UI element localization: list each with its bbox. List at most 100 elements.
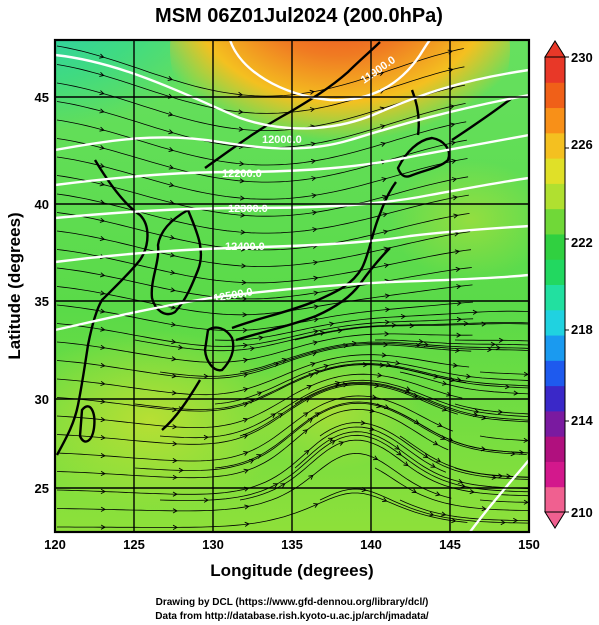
streamline <box>56 175 469 217</box>
streamline <box>159 434 529 501</box>
streamline-arrow <box>330 440 336 445</box>
streamline-arrow <box>249 346 256 352</box>
streamline-arrow <box>99 144 105 150</box>
streamline-arrow <box>380 141 387 147</box>
streamline-arrow <box>384 331 390 337</box>
streamline-arrow <box>241 279 247 286</box>
streamline-arrow <box>168 182 175 188</box>
streamline <box>399 499 529 522</box>
streamline-arrow <box>351 340 358 346</box>
streamline-arrow <box>172 491 178 497</box>
contour-12300 <box>55 176 529 220</box>
streamline <box>56 284 473 316</box>
streamline-arrow <box>258 335 264 341</box>
streamline-arrow <box>171 373 177 379</box>
streamline-arrow <box>280 483 286 488</box>
streamline-arrow <box>303 412 309 418</box>
streamline-arrow <box>272 483 279 488</box>
streamline-arrow <box>394 444 400 450</box>
hokkaido-coast <box>396 136 451 178</box>
taiwan-coast <box>78 405 96 443</box>
credit-data: Data from http://database.rish.kyoto-u.a… <box>155 611 429 622</box>
streamline-arrow <box>242 417 249 423</box>
streamline <box>57 492 468 528</box>
colorbar-segment <box>545 360 565 387</box>
colorbar-tick-222: 222 <box>571 235 593 250</box>
streamline-arrow <box>100 326 106 332</box>
streamline <box>159 342 529 377</box>
colorbar-segment <box>545 183 565 210</box>
streamline-arrow <box>171 356 177 362</box>
streamline-arrow <box>500 519 506 526</box>
streamline-arrow <box>243 468 249 474</box>
contour-12500 <box>55 273 529 332</box>
colorbar-segment <box>545 233 565 260</box>
colorbar-segment <box>545 335 565 361</box>
streamline <box>294 431 529 490</box>
streamline <box>479 435 529 442</box>
x-tick-150: 150 <box>518 537 540 552</box>
streamline <box>56 333 473 363</box>
streamline-arrow <box>411 488 418 494</box>
kuril-islands <box>451 97 513 141</box>
streamline <box>56 426 447 495</box>
streamline-arrow <box>308 474 314 480</box>
colorbar-tick-230: 230 <box>571 50 593 65</box>
streamline-arrow <box>167 75 173 81</box>
streamline-arrow <box>99 163 105 169</box>
streamline <box>56 230 471 267</box>
streamline <box>214 310 529 341</box>
colorbar-segment <box>545 208 565 235</box>
streamline-arrow <box>472 411 479 418</box>
streamline <box>134 402 527 471</box>
streamline-arrow <box>474 408 480 414</box>
streamline-arrow <box>452 195 458 201</box>
streamline <box>239 382 529 437</box>
streamline-arrow <box>238 109 244 115</box>
streamline-arrow <box>395 360 401 366</box>
y-tick-25: 25 <box>35 481 49 496</box>
streamline-arrow <box>400 313 407 320</box>
streamline-arrow <box>172 424 178 430</box>
streamline-arrow <box>168 111 174 117</box>
china-coast <box>55 159 149 456</box>
streamline-arrow <box>171 390 178 396</box>
x-tick-130: 130 <box>202 537 224 552</box>
height-contours <box>55 40 529 532</box>
streamline-arrow <box>240 229 246 235</box>
streamline <box>454 339 529 342</box>
streamline <box>319 422 529 480</box>
streamline-arrow <box>100 524 106 530</box>
streamline-arrow <box>430 463 436 468</box>
streamline-arrow <box>170 269 176 275</box>
streamline <box>56 384 458 445</box>
streamline-arrow <box>242 327 248 333</box>
streamline-arrow <box>497 473 504 479</box>
streamline-arrow <box>304 449 310 455</box>
streamline-arrow <box>99 108 105 114</box>
colorbar-segment <box>545 82 565 109</box>
streamline-arrow <box>99 126 105 132</box>
y-tick-35: 35 <box>35 294 49 309</box>
streamline <box>374 339 529 346</box>
sakhalin-coast <box>410 89 420 136</box>
streamline-arrow <box>99 181 106 187</box>
colorbar-segment <box>545 158 565 184</box>
streamline-arrow <box>456 316 463 323</box>
streamline-arrow <box>454 249 461 255</box>
streamline-arrow <box>481 321 487 327</box>
streamline-arrow <box>312 260 319 266</box>
streamline-arrow <box>203 497 209 503</box>
streamline-arrow <box>384 319 391 325</box>
streamline-arrow <box>256 391 263 397</box>
streamline-arrow <box>237 91 244 98</box>
streamline-arrow <box>311 210 318 216</box>
streamline-arrow <box>512 517 519 523</box>
y-tick-40: 40 <box>35 197 49 212</box>
streamline-arrow <box>238 126 244 132</box>
streamline-arrow <box>498 337 504 343</box>
streamline-arrow <box>310 362 316 367</box>
colorbar-tick-218: 218 <box>571 322 593 337</box>
streamline-arrow <box>382 497 388 503</box>
streamline <box>319 364 529 389</box>
